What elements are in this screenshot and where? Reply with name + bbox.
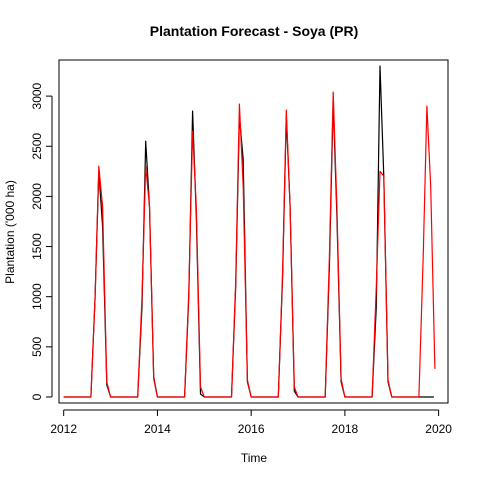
plot-frame [58,59,449,404]
y-tick-label: 500 [30,337,44,357]
x-axis-label: Time [241,451,268,465]
x-tick-label: 2016 [238,422,265,436]
y-tick-label: 1000 [30,283,44,310]
x-tick-label: 2012 [50,422,77,436]
y-tick-label: 3000 [30,82,44,109]
y-tick-label: 2500 [30,133,44,160]
series-line-fitted [63,91,436,398]
x-tick-label: 2020 [425,422,452,436]
y-tick-label: 0 [30,393,44,400]
x-tick-label: 2018 [332,422,359,436]
chart-title: Plantation Forecast - Soya (PR) [150,23,358,39]
x-tick-label: 2014 [144,422,171,436]
series-layer [63,65,436,398]
y-axis: 0 500 1000 1500 2000 2500 3000 [30,82,53,400]
y-tick-label: 1500 [30,233,44,260]
x-axis: 2012 2014 2016 2018 2020 [50,409,452,436]
y-tick-label: 2000 [30,183,44,210]
y-axis-label: Plantation ('000 ha) [3,180,17,284]
